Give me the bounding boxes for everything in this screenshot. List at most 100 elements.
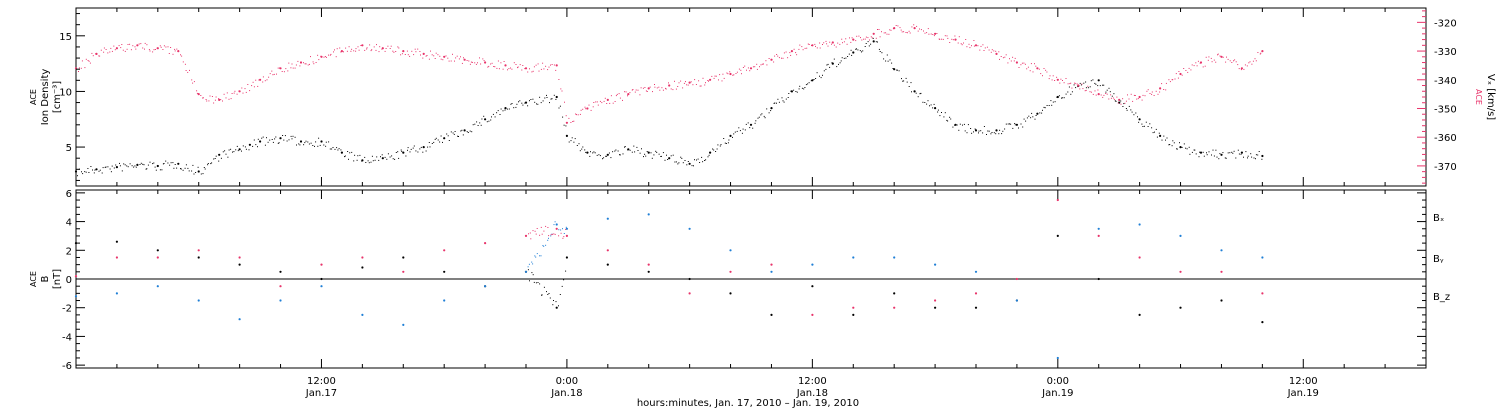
density-sample xyxy=(793,89,795,91)
density-sample xyxy=(1185,147,1187,149)
density-sample xyxy=(502,110,504,112)
vx-sample xyxy=(401,53,403,55)
density-sample xyxy=(568,141,570,143)
vx-sample xyxy=(680,80,682,82)
vx-point xyxy=(259,78,262,81)
density-sample xyxy=(1229,152,1231,154)
vx-sample xyxy=(1067,83,1069,85)
vx-sample xyxy=(624,91,626,93)
vx-sample xyxy=(253,86,255,88)
density-sample xyxy=(719,145,721,147)
density-sample xyxy=(905,77,907,79)
density-sample xyxy=(197,166,199,168)
density-sample xyxy=(902,80,904,82)
bz-point xyxy=(1261,292,1264,295)
density-sample xyxy=(993,132,995,134)
density-sample xyxy=(253,139,255,141)
density-sample xyxy=(415,150,417,152)
vx-sample xyxy=(612,102,614,104)
density-sample xyxy=(687,161,689,162)
bx-point xyxy=(1179,306,1182,309)
density-sample xyxy=(204,168,206,170)
vx-sample xyxy=(283,71,285,73)
vx-sample xyxy=(1063,82,1065,84)
density-sample xyxy=(1176,148,1178,150)
density-sample xyxy=(123,163,125,165)
bz-point xyxy=(156,256,159,259)
vx-sample xyxy=(614,101,616,102)
vx-sample xyxy=(672,89,674,91)
x-tick-day: Jan.18 xyxy=(550,388,582,399)
vx-sample xyxy=(846,43,848,45)
density-sample xyxy=(84,171,86,173)
vx-sample xyxy=(889,29,891,31)
vx-sample xyxy=(345,47,347,49)
vx-sample xyxy=(632,89,634,90)
density-sample xyxy=(431,143,433,144)
density-sample xyxy=(398,157,400,159)
vx-sample xyxy=(1054,80,1056,81)
density-sample xyxy=(776,102,777,104)
density-sample xyxy=(555,98,557,100)
bz-point xyxy=(524,234,528,237)
density-sample xyxy=(85,171,87,173)
vx-sample xyxy=(924,32,926,34)
vx-sample xyxy=(1005,54,1007,56)
density-sample xyxy=(1231,151,1233,153)
bz-sample xyxy=(532,230,534,232)
density-point xyxy=(770,107,773,110)
density-point xyxy=(790,90,794,93)
density-point xyxy=(218,153,221,156)
density-sample xyxy=(203,167,205,168)
vx-sample xyxy=(479,57,480,59)
density-sample xyxy=(705,159,707,161)
vx-sample xyxy=(766,64,768,66)
vx-sample xyxy=(814,43,816,45)
density-sample xyxy=(949,116,951,118)
vx-sample xyxy=(815,45,816,47)
density-sample xyxy=(312,145,314,146)
vx-sample xyxy=(869,39,870,41)
density-sample xyxy=(1103,84,1105,86)
density-sample xyxy=(1007,123,1009,125)
vx-sample xyxy=(1103,94,1105,96)
density-sample xyxy=(1161,139,1163,141)
density-sample xyxy=(1012,127,1014,129)
vx-point xyxy=(1138,95,1141,99)
vx-sample xyxy=(491,62,493,64)
density-sample xyxy=(889,59,891,61)
density-sample xyxy=(1068,86,1070,88)
vx-sample xyxy=(88,60,90,62)
vx-sample xyxy=(1060,78,1062,80)
density-sample xyxy=(1137,116,1138,118)
vx-sample xyxy=(1052,75,1054,77)
bz-sample xyxy=(562,237,564,239)
vx-point xyxy=(402,50,405,53)
density-sample xyxy=(244,146,246,148)
density-sample xyxy=(184,167,186,169)
vx-sample xyxy=(900,29,902,31)
vx-sample xyxy=(413,54,415,56)
density-sample xyxy=(816,72,818,74)
density-sample xyxy=(286,140,288,142)
density-sample xyxy=(950,118,952,120)
x-tick-time: 12:00 xyxy=(798,376,827,387)
density-sample xyxy=(658,153,660,155)
bx-point xyxy=(361,266,364,269)
vx-sample xyxy=(134,46,136,48)
density-sample xyxy=(237,150,239,152)
vx-sample xyxy=(1000,56,1002,57)
density-y-tick-label: 5 xyxy=(66,143,72,154)
vx-sample xyxy=(508,68,510,70)
density-sample xyxy=(386,158,388,160)
density-sample xyxy=(323,144,325,146)
bx-sample xyxy=(533,281,535,283)
vx-sample xyxy=(1237,64,1239,66)
vx-sample xyxy=(1210,57,1212,59)
density-sample xyxy=(248,149,250,151)
density-point xyxy=(1220,153,1223,156)
density-sample xyxy=(883,58,885,60)
vx-sample xyxy=(392,50,394,52)
vx-sample xyxy=(1124,102,1126,104)
density-sample xyxy=(1227,152,1229,154)
